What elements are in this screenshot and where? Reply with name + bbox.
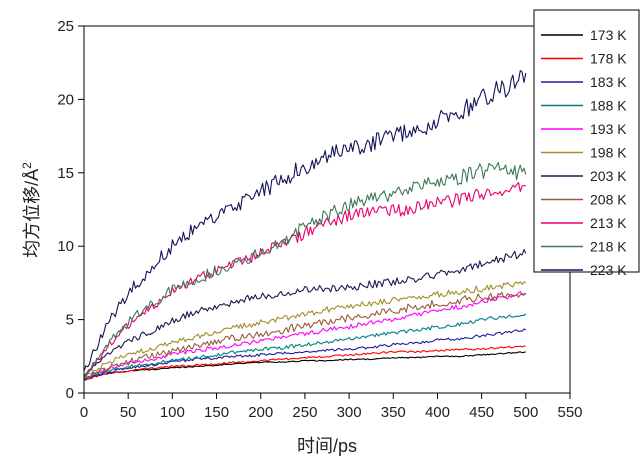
series-line-183-K	[83, 328, 527, 381]
legend-label: 183 K	[590, 74, 627, 90]
x-tick-label: 300	[337, 404, 362, 421]
x-tick-label: 400	[425, 404, 450, 421]
legend-label: 223 K	[590, 262, 627, 278]
series-line-188-K	[83, 313, 527, 380]
series-line-218-K	[83, 161, 527, 379]
x-tick-label: 250	[292, 404, 317, 421]
x-axis: 0 50 100 150 200 250 300 350 400 450 500 550	[80, 393, 583, 421]
x-tick-label: 0	[80, 404, 88, 421]
plot-background	[84, 26, 570, 393]
y-tick-label: 25	[57, 18, 74, 35]
legend-label: 208 K	[590, 192, 627, 208]
legend-label: 178 K	[590, 51, 627, 67]
x-tick-label: 350	[381, 404, 406, 421]
y-axis-title: 均方位移/Å2	[20, 162, 42, 258]
series-line-178-K	[83, 345, 526, 381]
x-tick-label: 450	[469, 404, 494, 421]
legend-label: 188 K	[590, 98, 627, 114]
series-line-213-K	[83, 181, 526, 379]
x-tick-label: 500	[513, 404, 538, 421]
x-tick-label: 200	[248, 404, 273, 421]
legend-label: 203 K	[590, 168, 627, 184]
legend-label: 218 K	[590, 239, 627, 255]
series-line-203-K	[83, 248, 527, 376]
series-line-198-K	[83, 281, 527, 379]
y-tick-label: 10	[57, 238, 74, 255]
y-axis-title-superscript: 2	[20, 162, 34, 169]
y-tick-label: 5	[66, 312, 74, 329]
x-tick-label: 50	[120, 404, 137, 421]
legend-label: 193 K	[590, 121, 627, 137]
x-tick-label: 100	[160, 404, 185, 421]
y-tick-label: 0	[66, 385, 74, 402]
series-line-173-K	[83, 351, 526, 381]
y-tick-label: 20	[57, 91, 74, 108]
legend-label: 173 K	[590, 27, 627, 43]
legend-label: 198 K	[590, 145, 627, 161]
legend-box	[533, 9, 640, 273]
x-tick-label: 550	[557, 404, 582, 421]
y-axis: 0 5 10 15 20 25	[57, 18, 84, 402]
x-tick-label: 150	[204, 404, 229, 421]
legend-label: 213 K	[590, 215, 627, 231]
legend: 173 K 178 K 183 K 188 K 193 K 198 K 203 K 208 K…	[533, 9, 640, 278]
series-layer	[83, 69, 527, 381]
y-tick-label: 15	[57, 165, 74, 182]
y-axis-title-main: 均方位移/Å	[22, 169, 42, 258]
series-line-193-K	[84, 290, 527, 379]
series-line-223-K	[83, 69, 527, 372]
x-axis-title: 时间/ps	[297, 436, 357, 456]
series-line-208-K	[83, 291, 527, 379]
